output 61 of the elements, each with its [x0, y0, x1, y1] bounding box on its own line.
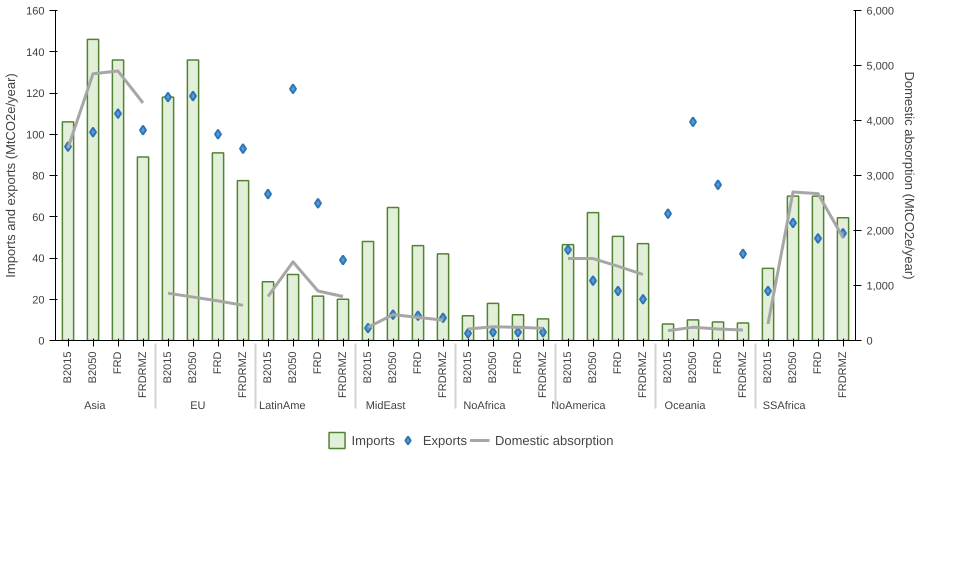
y2-tick-label: 0 [866, 336, 873, 348]
y2-tick-label: 6,000 [866, 6, 894, 18]
text: Asia [84, 400, 106, 412]
x-tick-label: B2015 [462, 351, 474, 384]
text: EU [190, 400, 206, 412]
x-tick-label: B2050 [187, 351, 199, 384]
x-tick-label: B2050 [687, 351, 699, 384]
x-tick-label: B2015 [62, 351, 74, 384]
legend-label: Domestic absorption [494, 432, 614, 448]
x-tick-label: FRD [512, 351, 524, 374]
y2-tick-label: 5,000 [866, 60, 894, 72]
x-tick-label: B2015 [662, 351, 674, 384]
x-tick-label: B2050 [387, 351, 399, 384]
y-tick-label: 120 [26, 88, 45, 100]
y-axis-title: Imports and exports (MtCO2e/year) [3, 73, 18, 278]
x-tick-label: FRD [112, 351, 124, 374]
x-tick-label: B2015 [762, 351, 774, 384]
x-tick-label: FRD [812, 351, 824, 374]
x-tick-label: B2050 [587, 351, 599, 384]
y-tick-label: 160 [26, 6, 45, 18]
legend-label: Imports [352, 432, 395, 448]
x-tick-label: FRDRMZ [537, 351, 549, 398]
text: SSAfrica [762, 400, 806, 412]
y-tick-label: 140 [26, 46, 45, 59]
x-tick-label: FRDRMZ [237, 351, 249, 398]
x-tick-label: FRDRMZ [737, 351, 749, 398]
x-tick-label: FRDRMZ [837, 351, 849, 398]
y-tick-label: 100 [26, 129, 45, 142]
y2-tick-label: 4,000 [866, 116, 894, 128]
y2-tick-label: 2,000 [866, 226, 894, 238]
x-tick-label: FRDRMZ [337, 351, 349, 398]
y2-tick-label: 1,000 [866, 280, 894, 292]
x-tick-label: B2015 [562, 351, 574, 384]
x-tick-label: B2050 [87, 351, 99, 384]
y-tick-label: 60 [32, 212, 45, 224]
x-tick-label: B2015 [162, 351, 174, 384]
x-tick-label: B2050 [487, 351, 499, 384]
x-tick-label: FRDRMZ [437, 351, 449, 398]
text: NoAmerica [551, 400, 606, 412]
text: LatinAme [259, 400, 306, 412]
x-tick-label: FRDRMZ [637, 351, 649, 398]
x-tick-label: FRD [212, 351, 224, 374]
y-tick-label: 80 [32, 170, 45, 182]
y2-tick-label: 3,000 [866, 170, 894, 182]
y-tick-label: 40 [32, 253, 45, 265]
y2-axis-title: Domestic absorption (MtCO2e/year) [902, 71, 918, 280]
legend-label: Exports [422, 432, 467, 448]
x-tick-label: B2015 [362, 351, 374, 384]
x-tick-label: FRD [412, 351, 424, 374]
text: NoAfrica [463, 400, 506, 412]
x-tick-label: B2015 [262, 351, 274, 384]
x-tick-label: FRDRMZ [137, 351, 149, 398]
x-tick-label: FRD [612, 351, 624, 374]
x-tick-label: B2050 [287, 351, 299, 384]
text: Oceania [664, 400, 706, 412]
x-tick-label: FRD [312, 351, 324, 374]
x-tick-label: FRD [712, 351, 724, 374]
y-tick-label: 20 [32, 294, 45, 306]
x-tick-label: B2050 [787, 351, 799, 384]
y-tick-label: 0 [38, 336, 45, 348]
text: MidEast [366, 400, 406, 412]
